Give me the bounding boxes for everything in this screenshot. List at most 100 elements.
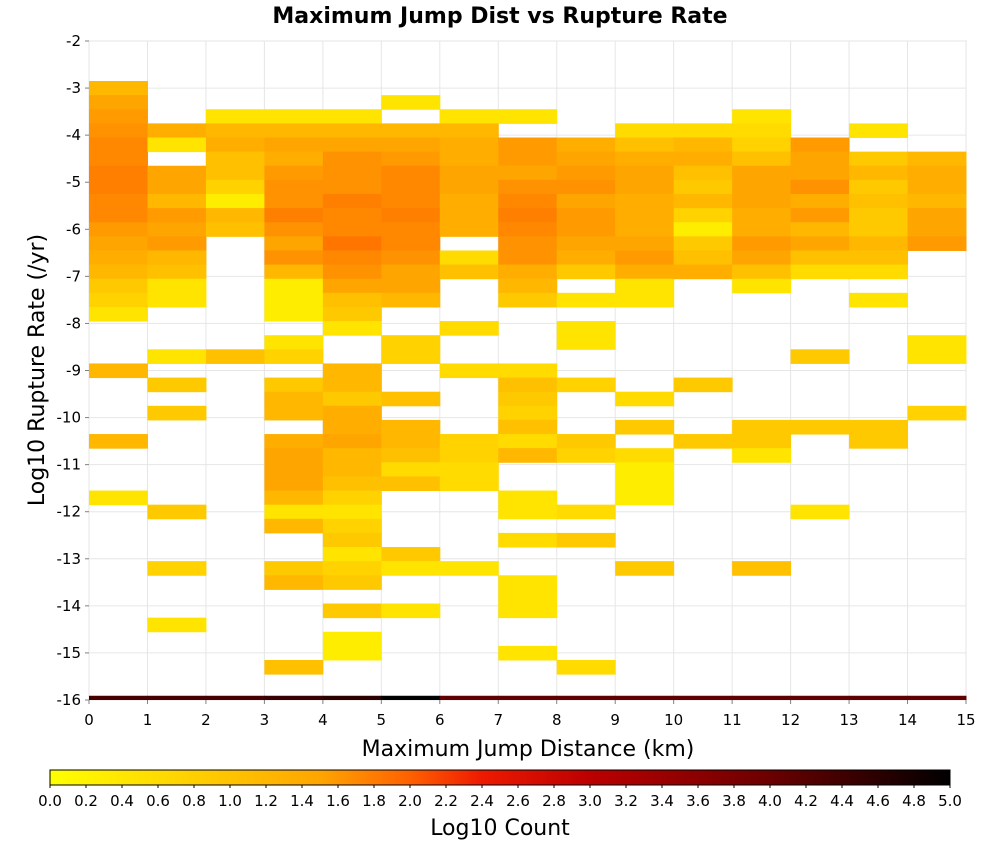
x-axis-ticks: 0 1 2 3 4 5 6 7 8 9 10 11 12 13 14 15	[84, 700, 976, 729]
colorbar-tick-label: 3.0	[578, 792, 602, 810]
heatmap-cell	[498, 448, 558, 463]
heatmap-cell	[498, 236, 558, 251]
heatmap-cell	[264, 165, 324, 181]
heatmap-cell	[264, 405, 324, 421]
heatmap-cell	[264, 222, 324, 237]
heatmap-cell	[381, 193, 441, 209]
heatmap-cell	[147, 561, 207, 576]
heatmap-cell	[205, 179, 265, 195]
heatmap-cell	[322, 123, 382, 138]
heatmap-cell	[498, 193, 558, 209]
heatmap-cell	[322, 264, 382, 280]
heatmap-cell	[147, 349, 207, 364]
heatmap-cell	[849, 222, 909, 237]
heatmap-cell	[147, 617, 207, 633]
colorbar-tick-label: 1.6	[326, 792, 350, 810]
heatmap-cell-bottom	[381, 695, 441, 700]
heatmap-cell	[381, 222, 441, 237]
heatmap-cell	[381, 448, 441, 463]
heatmap-cell	[498, 208, 558, 223]
heatmap-cell	[556, 179, 616, 195]
heatmap-cell	[381, 278, 441, 294]
colorbar-tick-label: 4.2	[794, 792, 818, 810]
heatmap-cell	[264, 123, 324, 138]
heatmap-cell	[556, 292, 616, 308]
heatmap-cell-bottom	[439, 695, 499, 700]
heatmap-cell	[498, 490, 558, 506]
heatmap-cell	[498, 292, 558, 308]
heatmap-cell	[498, 504, 558, 520]
heatmap-cell	[498, 575, 558, 590]
heatmap-cell	[849, 264, 909, 280]
heatmap-cell	[849, 179, 909, 195]
colorbar-tick-label: 1.0	[218, 792, 242, 810]
heatmap-cell	[790, 222, 850, 237]
heatmap-cell	[264, 335, 324, 350]
heatmap-cell	[439, 321, 499, 336]
colorbar-tick-label: 4.0	[758, 792, 782, 810]
heatmap-cell	[673, 434, 733, 449]
heatmap-cell	[205, 208, 265, 223]
x-tick-label: 12	[781, 711, 800, 729]
heatmap-cell-bottom	[615, 695, 675, 700]
heatmap-cell	[732, 222, 792, 237]
heatmap-cell	[907, 208, 967, 223]
heatmap-cell	[322, 292, 382, 308]
heatmap-cell	[907, 193, 967, 209]
heatmap-cell	[205, 193, 265, 209]
heatmap-cell	[498, 532, 558, 548]
heatmap-cell	[147, 250, 207, 266]
heatmap-cell	[322, 208, 382, 223]
colorbar-tick-label: 2.8	[542, 792, 566, 810]
heatmap-cell	[556, 137, 616, 153]
heatmap-cell	[556, 504, 616, 520]
heatmap-cell	[89, 222, 148, 237]
heatmap-cell	[556, 250, 616, 266]
heatmap-cell	[264, 236, 324, 251]
heatmap-cell	[615, 264, 675, 280]
heatmap-cell	[673, 151, 733, 167]
heatmap-cell	[732, 165, 792, 181]
heatmap-cell-bottom	[556, 695, 616, 700]
heatmap-cell	[615, 151, 675, 167]
heatmap-cell	[322, 377, 382, 393]
heatmap-cell	[264, 561, 324, 576]
heatmap-cell	[790, 349, 850, 364]
heatmap-cell	[381, 391, 441, 407]
heatmap-cell	[439, 123, 499, 138]
heatmap-cell	[147, 405, 207, 421]
heatmap-cell	[615, 476, 675, 492]
heatmap-cell	[439, 151, 499, 167]
heatmap-cell	[907, 405, 967, 421]
heatmap-cell	[322, 448, 382, 463]
heatmap-cell	[89, 250, 148, 266]
heatmap-cell	[89, 95, 148, 110]
heatmap-cell	[790, 419, 850, 435]
heatmap-cell	[205, 123, 265, 138]
heatmap-cell	[381, 137, 441, 153]
heatmap-cell	[615, 292, 675, 308]
heatmap-cell	[673, 137, 733, 153]
colorbar-tick-label: 4.4	[830, 792, 854, 810]
y-tick-label: -15	[57, 644, 82, 662]
heatmap-cell	[907, 151, 967, 167]
heatmap-cell	[264, 391, 324, 407]
heatmap-cell	[264, 278, 324, 294]
heatmap-cell	[89, 490, 148, 506]
heatmap-cell	[264, 137, 324, 153]
heatmap-cell	[89, 236, 148, 251]
heatmap-cell	[89, 179, 148, 195]
heatmap-cell	[381, 476, 441, 492]
heatmap-cell	[673, 165, 733, 181]
heatmap-cell	[322, 561, 382, 576]
heatmap-cell	[907, 335, 967, 350]
heatmap-cell	[264, 504, 324, 520]
heatmap-cell	[264, 659, 324, 675]
heatmap-cell	[322, 419, 382, 435]
heatmap-cell	[498, 250, 558, 266]
heatmap-cell	[439, 363, 499, 379]
heatmap-cell	[381, 123, 441, 138]
heatmap-cell	[205, 137, 265, 153]
heatmap-cell	[322, 137, 382, 153]
